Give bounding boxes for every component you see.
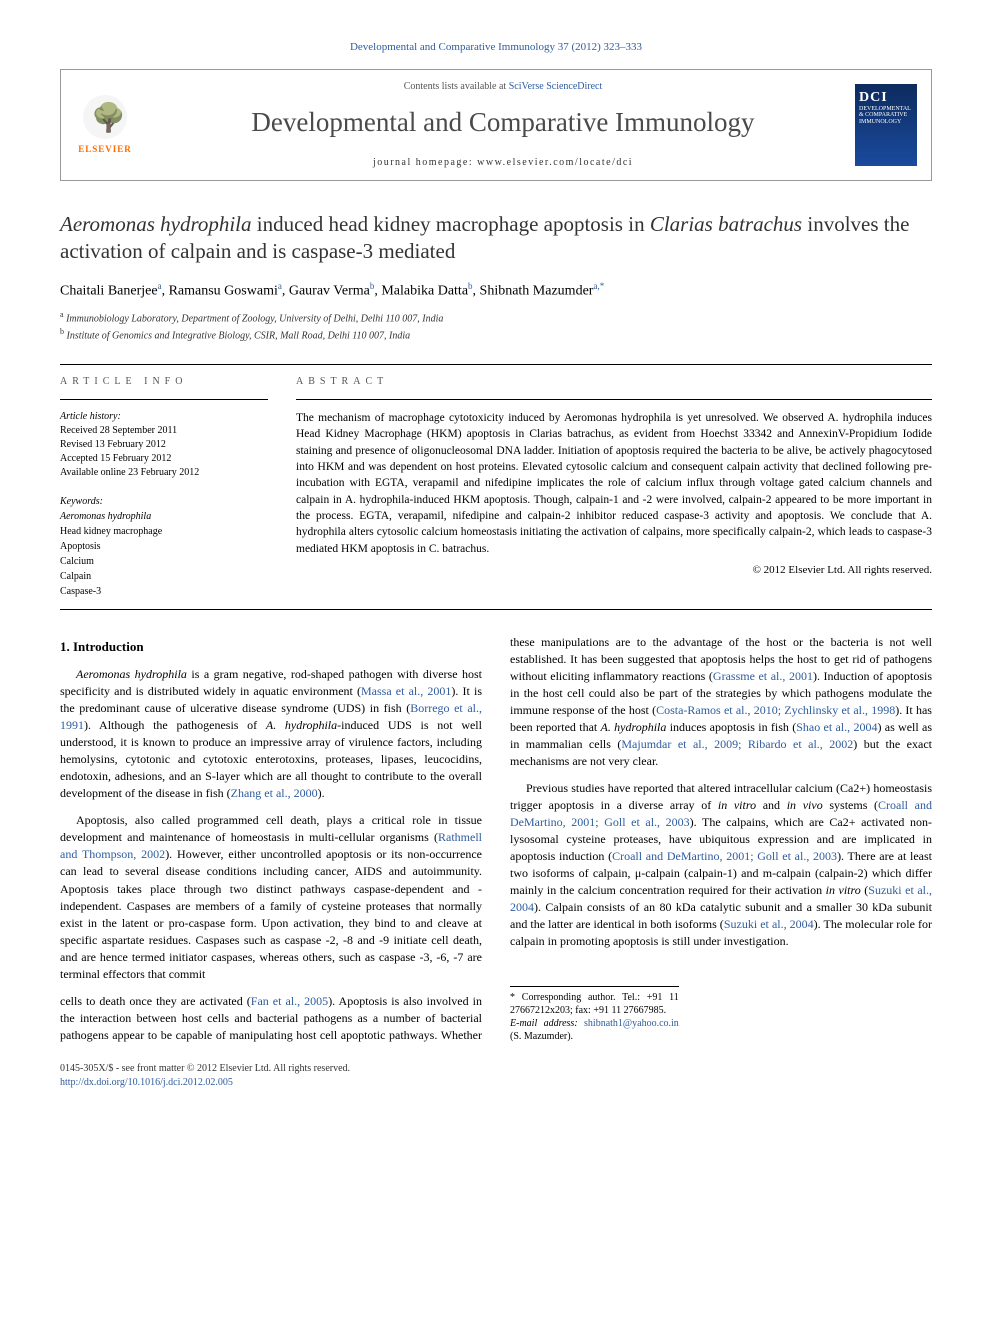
body-two-columns: 1. Introduction Aeromonas hydrophila is … — [60, 634, 932, 1044]
article-title: Aeromonas hydrophila induced head kidney… — [60, 211, 932, 266]
email-label: E-mail address: — [510, 1018, 584, 1029]
intro-heading: 1. Introduction — [60, 638, 482, 656]
abstract-column: abstract The mechanism of macrophage cyt… — [296, 375, 932, 599]
keywords-head: Keywords: — [60, 494, 268, 509]
header-center: Contents lists available at SciVerse Sci… — [151, 80, 855, 170]
contents-pre: Contents lists available at — [404, 81, 509, 92]
journal-title: Developmental and Comparative Immunology — [151, 104, 855, 142]
article-history: Article history: Received 28 September 2… — [60, 410, 268, 480]
homepage-url[interactable]: www.elsevier.com/locate/dci — [477, 157, 633, 168]
cover-fulltitle: DEVELOPMENTAL & COMPARATIVE IMMUNOLOGY — [859, 106, 911, 125]
body-p1: Aeromonas hydrophila is a gram negative,… — [60, 666, 482, 802]
author-list: Chaitali Banerjeea, Ramansu Goswamia, Ga… — [60, 280, 932, 301]
keywords-block: Keywords: Aeromonas hydrophilaHead kidne… — [60, 494, 268, 599]
footer-left: 0145-305X/$ - see front matter © 2012 El… — [60, 1062, 350, 1090]
contents-line: Contents lists available at SciVerse Sci… — [151, 80, 855, 94]
body-p4: Previous studies have reported that alte… — [510, 780, 932, 950]
email-line: E-mail address: shibnath1@yahoo.co.in (S… — [510, 1017, 679, 1043]
doi-link[interactable]: http://dx.doi.org/10.1016/j.dci.2012.02.… — [60, 1076, 350, 1090]
cover-abbrev: DCI — [859, 90, 913, 105]
abstract-label: abstract — [296, 375, 932, 389]
elsevier-logo: ELSEVIER — [75, 90, 135, 160]
journal-cover-thumb: DCI DEVELOPMENTAL & COMPARATIVE IMMUNOLO… — [855, 84, 917, 166]
page-footer: 0145-305X/$ - see front matter © 2012 El… — [60, 1062, 932, 1090]
history-head: Article history: — [60, 410, 268, 424]
abstract-copyright: © 2012 Elsevier Ltd. All rights reserved… — [296, 563, 932, 579]
rule-info — [60, 399, 268, 400]
rule-abs — [296, 399, 932, 400]
homepage-pre: journal homepage: — [373, 157, 477, 168]
corresponding-email[interactable]: shibnath1@yahoo.co.in — [584, 1018, 679, 1029]
journal-reference: Developmental and Comparative Immunology… — [60, 40, 932, 55]
body-p2: Apoptosis, also called programmed cell d… — [60, 812, 482, 982]
journal-homepage: journal homepage: www.elsevier.com/locat… — [151, 156, 855, 170]
info-abstract-row: article info Article history: Received 2… — [60, 375, 932, 599]
elsevier-tree-icon — [83, 95, 127, 139]
elsevier-wordmark: ELSEVIER — [78, 143, 132, 156]
scidirect-link[interactable]: SciVerse ScienceDirect — [509, 81, 603, 92]
abstract-text: The mechanism of macrophage cytotoxicity… — [296, 410, 932, 557]
rule-top — [60, 364, 932, 365]
article-info-column: article info Article history: Received 2… — [60, 375, 268, 599]
rule-bottom — [60, 609, 932, 610]
article-info-label: article info — [60, 375, 268, 389]
journal-header-box: ELSEVIER Contents lists available at Sci… — [60, 69, 932, 181]
corresponding-line: * Corresponding author. Tel.: +91 11 276… — [510, 991, 679, 1017]
front-matter-line: 0145-305X/$ - see front matter © 2012 El… — [60, 1062, 350, 1076]
corresponding-footnote: * Corresponding author. Tel.: +91 11 276… — [510, 986, 679, 1043]
affiliations: a Immunobiology Laboratory, Department o… — [60, 309, 932, 344]
email-post: (S. Mazumder). — [510, 1031, 573, 1042]
